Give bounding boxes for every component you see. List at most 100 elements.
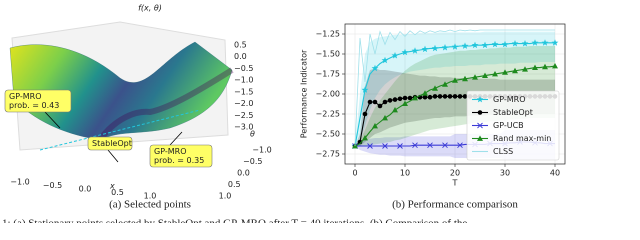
marker — [382, 115, 388, 121]
marker — [392, 97, 398, 102]
y-tick-label: −1.50 — [315, 50, 340, 59]
marker — [381, 56, 389, 64]
x-axis-label: x — [109, 182, 115, 191]
tick-label: −1.0 — [234, 76, 253, 85]
marker — [482, 72, 488, 78]
marker — [512, 67, 518, 74]
tick-label: −1.0 — [252, 146, 271, 155]
marker — [462, 94, 468, 99]
legend-label: GP-MRO — [493, 95, 526, 104]
marker — [387, 98, 393, 103]
marker — [412, 95, 418, 101]
marker — [397, 96, 403, 102]
marker — [432, 94, 438, 99]
legend-label: GP-UCB — [493, 121, 524, 130]
marker — [511, 40, 519, 47]
annotation-box — [4, 89, 72, 113]
band — [355, 31, 555, 147]
marker — [457, 94, 463, 99]
marker — [401, 48, 409, 56]
x-tick-label: 0 — [352, 169, 357, 178]
surface-panel — [9, 21, 234, 163]
legend-label: CLSS — [493, 147, 513, 156]
marker — [377, 103, 383, 109]
annotation-box — [87, 136, 133, 151]
marker — [367, 99, 373, 105]
marker — [402, 95, 408, 101]
tick-label: 0.5 — [228, 180, 241, 189]
tick-label: 0.0 — [237, 169, 250, 178]
chart-title: f(x, θ) — [138, 4, 162, 13]
marker — [357, 139, 363, 145]
annotation: StableOpt — [92, 139, 132, 148]
marker — [457, 142, 463, 149]
marker — [431, 44, 439, 52]
marker — [392, 107, 398, 113]
marker — [492, 71, 498, 77]
annotation-box — [149, 144, 213, 168]
marker — [411, 47, 419, 54]
band — [355, 68, 555, 146]
tick-label: −0.5 — [43, 181, 62, 190]
axes-frame — [344, 23, 566, 165]
marker — [502, 69, 508, 75]
marker — [427, 142, 433, 149]
marker — [452, 77, 458, 83]
x-tick-label: 30 — [500, 169, 510, 178]
marker — [441, 44, 449, 51]
marker — [522, 66, 528, 72]
tick-label: 0.5 — [111, 188, 124, 197]
annotation: GP-MRO — [9, 92, 42, 101]
annotation: GP-MRO — [154, 147, 187, 156]
marker — [452, 94, 458, 99]
marker — [501, 40, 509, 48]
marker — [442, 94, 448, 99]
marker — [372, 123, 378, 129]
marker — [491, 40, 499, 48]
tick-label: 0.5 — [234, 41, 247, 50]
marker — [432, 85, 438, 91]
legend-label: Rand max-min — [493, 134, 551, 143]
marker — [382, 99, 388, 105]
marker — [521, 40, 529, 47]
surface-valley — [97, 67, 234, 142]
tick-label: −2.5 — [234, 111, 253, 120]
arrow — [169, 131, 183, 146]
y-tick-label: −1.25 — [315, 30, 340, 39]
legend-marker — [477, 110, 483, 115]
marker — [442, 142, 448, 149]
caption: (a) Selected points — [109, 199, 191, 211]
x-tick-label: 40 — [550, 169, 560, 178]
annotation: prob. = 0.43 — [9, 101, 59, 110]
x-axis-label: T — [452, 179, 458, 188]
arrow — [44, 111, 61, 129]
legend-marker — [477, 122, 483, 129]
marker — [481, 41, 489, 49]
y-axis-label: θ — [250, 130, 255, 139]
tick-label: −1.5 — [234, 87, 253, 96]
tick-label: 1.0 — [144, 192, 157, 201]
marker — [412, 142, 418, 149]
marker — [361, 86, 369, 93]
marker — [427, 94, 433, 100]
legend-label: StableOpt — [493, 108, 533, 117]
marker — [471, 41, 479, 49]
tick-label: −1.0 — [10, 178, 29, 187]
marker — [382, 143, 388, 149]
arrow — [107, 149, 119, 163]
marker — [472, 74, 478, 80]
y-tick-label: −2.00 — [315, 90, 340, 99]
marker — [407, 95, 413, 101]
marker — [437, 94, 443, 99]
marker — [422, 90, 428, 96]
tick-label: 0.0 — [79, 185, 92, 194]
legend — [466, 90, 560, 161]
marker — [367, 143, 373, 149]
legend-marker — [477, 135, 483, 141]
tick-label: −0.5 — [234, 64, 253, 73]
marker — [532, 64, 538, 70]
tick-label: 0.0 — [234, 52, 247, 61]
marker — [461, 42, 469, 49]
y-axis-label: Performance Indicator — [300, 49, 309, 138]
marker — [551, 39, 559, 46]
